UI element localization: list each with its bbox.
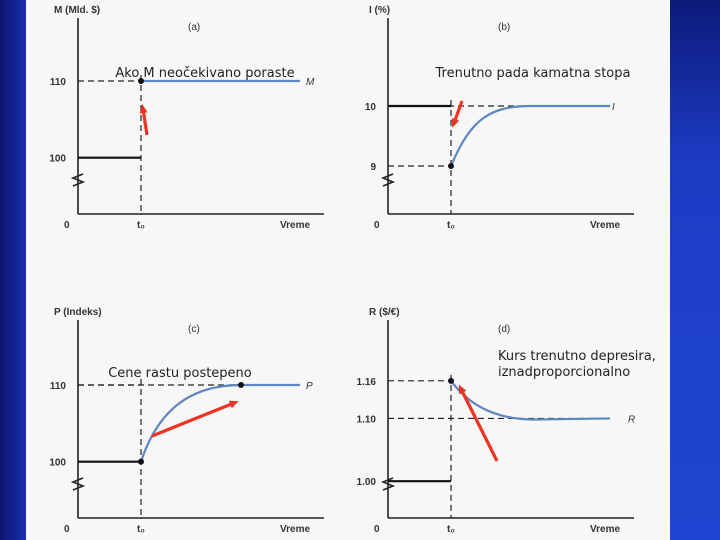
panel-d-ytick-1: 1.10 bbox=[357, 414, 377, 425]
panel-b-annotation: Trenutno pada kamatna stopa bbox=[435, 66, 631, 81]
panel-b-label: (b) bbox=[498, 22, 510, 33]
panel-d-ytick-2: 1.00 bbox=[357, 477, 377, 488]
panel-d-series-label: R bbox=[628, 414, 635, 425]
panel-a-ytick-0: 110 bbox=[50, 77, 67, 88]
panel-d-shock-point bbox=[448, 377, 454, 384]
panel-b-axis-break bbox=[380, 173, 396, 187]
panel-c-label: (c) bbox=[188, 324, 200, 335]
panel-b-arrow bbox=[451, 100, 464, 128]
panel-a-ytick-1: 100 bbox=[49, 154, 66, 165]
panel-d-ytick-0: 1.16 bbox=[357, 377, 377, 388]
panel-d-annotation-line-2: iznadproporcionalno bbox=[498, 365, 630, 380]
panel-c-ytick-1: 100 bbox=[49, 458, 66, 469]
panel-c-origin-label: 0 bbox=[64, 524, 70, 535]
panel-d-ylabel: R ($/€) bbox=[369, 307, 400, 318]
panel-c-ytick-0: 110 bbox=[50, 381, 67, 392]
panel-a-arrow bbox=[139, 104, 149, 136]
panel-a-t0-label: t₀ bbox=[137, 220, 145, 231]
panel-c-xlabel: Vreme bbox=[280, 524, 310, 535]
panel-a-label: (a) bbox=[188, 22, 200, 33]
panel-c-arrow bbox=[151, 400, 239, 438]
panel-b-ytick-0: 10 bbox=[365, 102, 377, 113]
panel-d-label: (d) bbox=[498, 324, 510, 335]
panel-a-origin-label: 0 bbox=[64, 220, 70, 231]
slide-background-left bbox=[0, 0, 26, 540]
panel-d-t0-label: t₀ bbox=[447, 524, 455, 535]
panel-b-series-curve bbox=[449, 104, 610, 167]
panel-d-arrow bbox=[458, 384, 499, 462]
panel-c-series-curve bbox=[139, 383, 300, 463]
panel-b-t0-label: t₀ bbox=[447, 220, 455, 231]
panel-c-series-label: P bbox=[306, 381, 313, 392]
panel-a-xlabel: Vreme bbox=[280, 220, 310, 231]
panel-a-shock-point bbox=[138, 78, 144, 84]
panel-a-ylabel: M (Mld. $) bbox=[54, 5, 100, 16]
panel-c-ylabel: P (Indeks) bbox=[54, 307, 102, 318]
panel-d-annotation-line-1: Kurs trenutno depresira, bbox=[498, 349, 656, 364]
panel-b-origin-label: 0 bbox=[374, 220, 380, 231]
panel-a-series-label: M bbox=[306, 77, 315, 88]
panel-a-annotation: Ako M neočekivano poraste bbox=[115, 66, 294, 81]
figure-paper bbox=[26, 0, 670, 540]
panel-c-shock-point bbox=[138, 458, 144, 465]
panel-c-end-point bbox=[238, 382, 244, 388]
slide-background-right bbox=[670, 0, 720, 540]
panel-d-origin-label: 0 bbox=[374, 524, 380, 535]
panel-c-axis-break bbox=[70, 477, 86, 491]
panel-b-series-label: I bbox=[612, 102, 615, 113]
panel-a-axis-break bbox=[70, 173, 86, 187]
panel-c-t0-label: t₀ bbox=[137, 524, 145, 535]
panel-b-ylabel: I (%) bbox=[369, 5, 390, 16]
panel-d-xlabel: Vreme bbox=[590, 524, 620, 535]
panel-d-axis-break bbox=[380, 477, 396, 491]
panel-c-annotation: Cene rastu postepeno bbox=[108, 366, 252, 381]
panel-b-xlabel: Vreme bbox=[590, 220, 620, 231]
panel-b-shock-point bbox=[448, 163, 454, 169]
panel-b-ytick-1: 9 bbox=[370, 162, 376, 173]
